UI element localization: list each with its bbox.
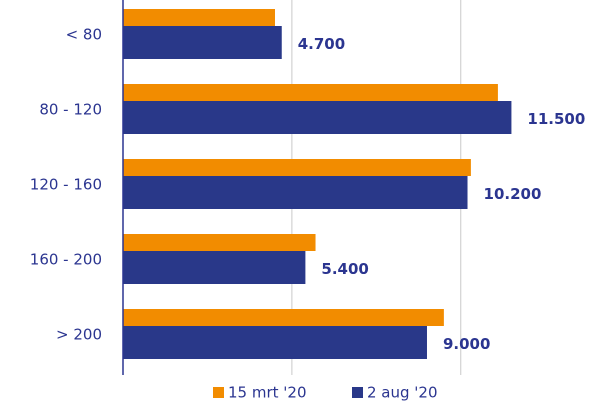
legend-label: 2 aug '20 — [367, 384, 438, 402]
legend-swatch — [213, 387, 224, 398]
legend-swatch — [352, 387, 363, 398]
bar — [123, 101, 512, 134]
bar — [123, 326, 427, 359]
value-label: 10.200 — [484, 185, 542, 203]
bar — [123, 251, 306, 284]
bar — [123, 176, 468, 209]
category-label: > 200 — [56, 326, 102, 344]
bar — [123, 84, 498, 101]
legend-label: 15 mrt '20 — [228, 384, 307, 402]
bar — [123, 159, 471, 176]
value-label: 5.400 — [321, 260, 368, 278]
value-label: 4.700 — [298, 35, 345, 53]
bar — [123, 26, 282, 59]
bar — [123, 234, 316, 251]
category-label: 80 - 120 — [39, 101, 102, 119]
bar — [123, 9, 275, 26]
category-label: 160 - 200 — [30, 251, 102, 269]
value-label: 11.500 — [527, 110, 585, 128]
value-label: 9.000 — [443, 335, 490, 353]
category-label: < 80 — [66, 26, 102, 44]
category-label: 120 - 160 — [30, 176, 102, 194]
bar — [123, 309, 444, 326]
